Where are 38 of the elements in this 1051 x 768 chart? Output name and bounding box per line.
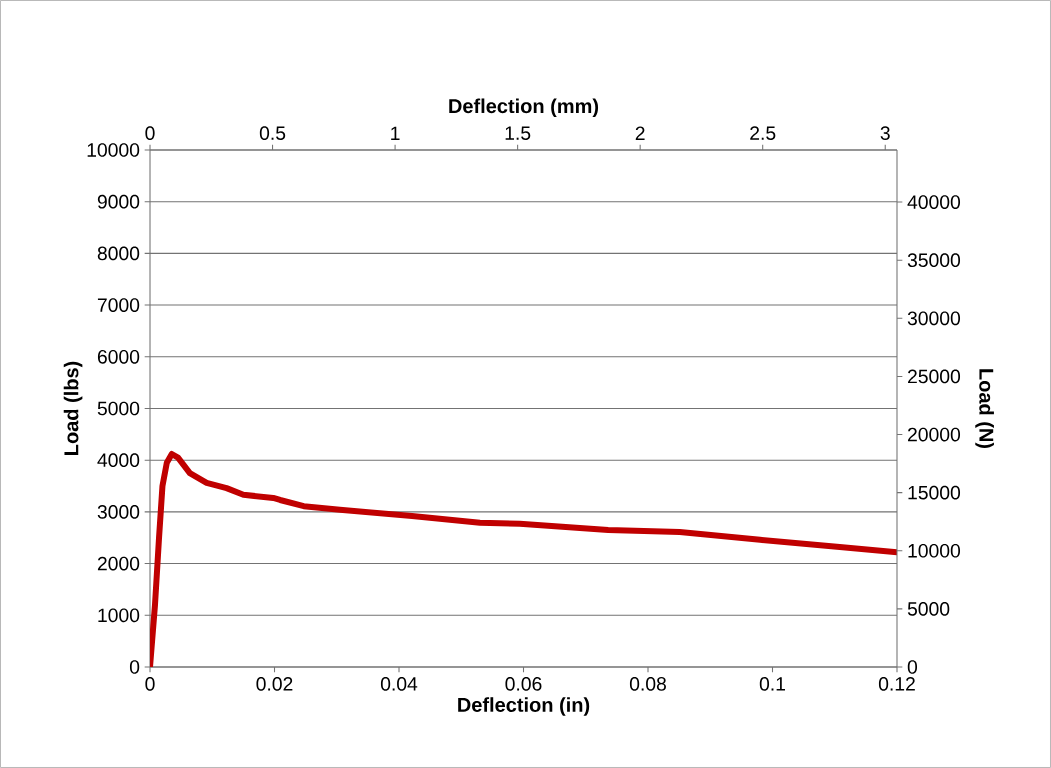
x-tick-label: 0.12	[878, 677, 915, 691]
x-axis-title: Deflection (in)	[458, 697, 590, 716]
y2-tick-label: 25000	[908, 369, 961, 384]
y2-tick-label: 0	[907, 660, 918, 674]
y-tick-label: 4000	[97, 453, 140, 468]
y-tick-label: 2000	[97, 556, 140, 571]
y-tick-label: 0	[129, 660, 140, 674]
x2-tick-label: 3	[880, 126, 890, 140]
x2-tick-label: 0.5	[259, 126, 286, 140]
x-tick-label: 0.06	[505, 677, 542, 691]
y2-tick-label: 40000	[907, 195, 961, 209]
y-tick-label: 10000	[87, 143, 140, 157]
x-tick-label: 0.1	[759, 677, 785, 691]
x2-tick-label: 0	[145, 126, 155, 140]
x-tick-label: 0	[145, 677, 155, 691]
y2-tick-label: 35000	[907, 253, 961, 268]
y2-tick-label: 10000	[908, 543, 961, 558]
y-tick-label: 3000	[97, 505, 140, 519]
x2-tick-label: 2	[635, 126, 645, 140]
y-tick-label: 7000	[97, 298, 140, 312]
y2-tick-label: 5000	[907, 602, 950, 616]
x2-tick-label: 1	[391, 126, 400, 140]
x-tick-label: 0.02	[256, 677, 293, 691]
x2-axis-title: Deflection (mm)	[449, 98, 599, 118]
y-tick-label: 9000	[97, 194, 140, 209]
x-tick-label: 0.04	[380, 677, 418, 691]
x2-tick-label: 1.5	[505, 126, 531, 140]
y-axis-title: Load (lbs)	[63, 361, 83, 455]
x-tick-label: 0.08	[629, 677, 666, 691]
y2-tick-label: 30000	[907, 311, 961, 326]
y-tick-label: 1000	[98, 608, 140, 623]
y2-tick-label: 15000	[908, 485, 961, 500]
y-tick-label: 8000	[97, 246, 140, 261]
y-tick-label: 5000	[97, 401, 140, 416]
y-tick-label: 6000	[97, 349, 140, 364]
y2-tick-label: 20000	[908, 427, 961, 442]
x2-tick-label: 2.5	[750, 126, 776, 140]
y2-axis-title: Load (N)	[975, 369, 994, 449]
